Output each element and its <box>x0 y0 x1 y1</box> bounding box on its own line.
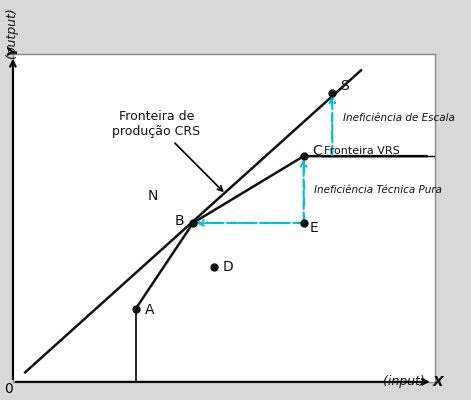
Text: A: A <box>145 303 154 317</box>
Text: E: E <box>310 221 318 235</box>
Text: Ineficiência de Escala: Ineficiência de Escala <box>342 113 455 123</box>
Text: (output): (output) <box>7 4 19 59</box>
Text: X: X <box>433 375 443 389</box>
Text: Ineficiência Técnica Pura: Ineficiência Técnica Pura <box>314 184 442 194</box>
Text: Fronteira de
produção CRS: Fronteira de produção CRS <box>112 110 223 191</box>
Text: Y: Y <box>6 46 20 56</box>
Text: (input): (input) <box>383 375 429 388</box>
Text: B: B <box>175 214 184 228</box>
Text: 0: 0 <box>4 382 13 396</box>
Text: Fronteira VRS: Fronteira VRS <box>324 146 400 156</box>
Text: S: S <box>340 79 349 93</box>
Text: N: N <box>148 189 158 203</box>
Text: C: C <box>312 144 322 158</box>
Text: D: D <box>223 260 233 274</box>
